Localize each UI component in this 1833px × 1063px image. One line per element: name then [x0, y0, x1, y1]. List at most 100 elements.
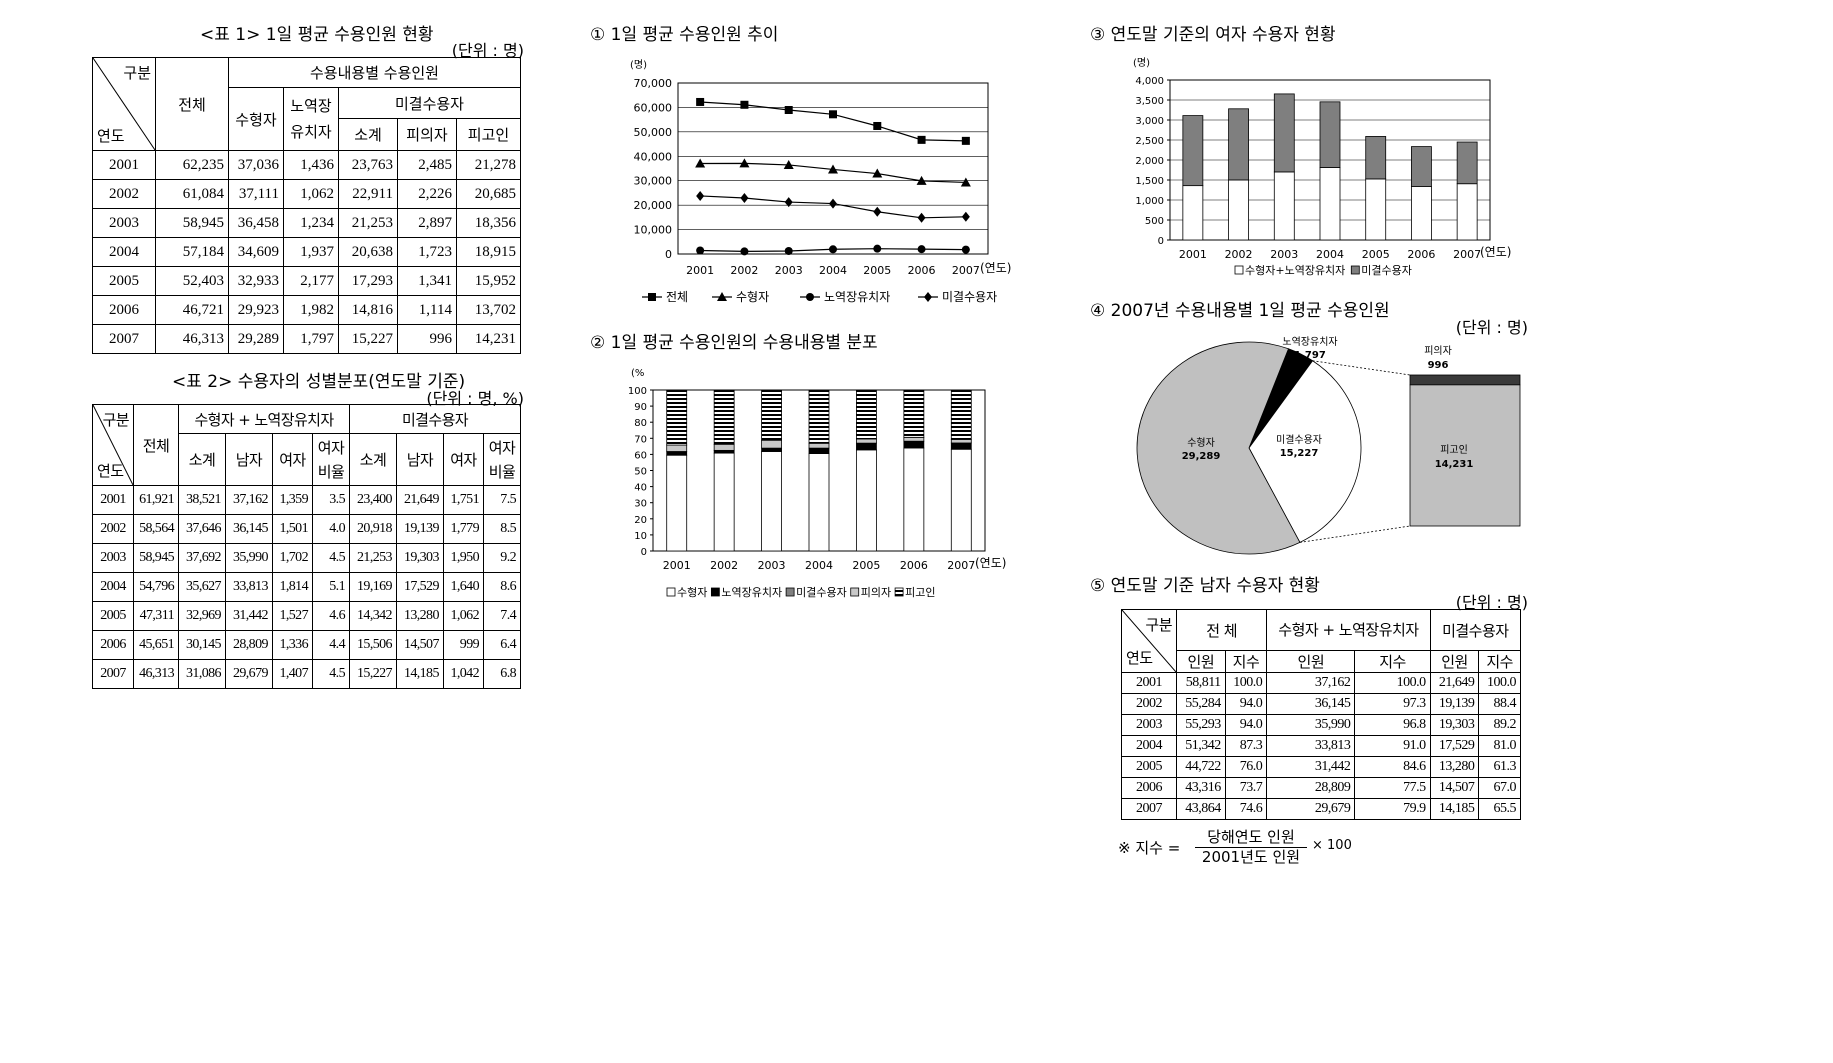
bar-segment: [1319, 101, 1341, 168]
table-cell: 13,280: [1429, 756, 1480, 778]
legend-marker: [806, 293, 814, 301]
table5-unit: (단위 : 명): [1455, 593, 1528, 612]
chart4-title: ④ 2007년 수용내용별 1일 평균 수용인원: [1090, 301, 1390, 321]
data-point: [872, 168, 883, 178]
table-cell: 14,342: [348, 601, 397, 631]
table-row: 2006 43,316 73.7 28,809 77.5 14,507 67.0: [1121, 777, 1521, 799]
table-cell: 1,950: [442, 543, 485, 573]
y-tick-label: 2,000: [1135, 156, 1164, 167]
y-tick-label: 500: [1145, 216, 1164, 227]
table-cell: 20,685: [456, 179, 521, 209]
table-cell: 1,501: [271, 514, 313, 544]
x-tick-label: 2002: [1225, 248, 1253, 261]
table-cell: 15,952: [456, 266, 521, 296]
table-cell: 76.0: [1224, 756, 1268, 778]
table-cell: 19,169: [348, 572, 397, 602]
row-year: 2005: [92, 601, 134, 631]
table-cell: 1,407: [271, 659, 313, 689]
table2-hdr-group2: 미결수용자: [348, 404, 522, 434]
table-cell: 91.0: [1354, 735, 1431, 757]
table-cell: 94.0: [1224, 693, 1268, 715]
table-cell: 84.6: [1354, 756, 1431, 778]
data-point: [960, 177, 971, 187]
table-cell: 1,640: [442, 572, 485, 602]
table-cell: 15,227: [338, 324, 398, 354]
row-year: 2007: [1121, 798, 1177, 820]
data-point: [696, 190, 705, 201]
data-point: [739, 158, 750, 168]
row-year: 2001: [92, 150, 156, 180]
table-cell: 74.6: [1224, 798, 1268, 820]
row-year: 2003: [92, 208, 156, 238]
table-cell: 15,506: [348, 630, 397, 660]
table-cell: 1,751: [442, 485, 485, 515]
x-tick-label: 2007: [952, 264, 980, 277]
table-cell: 37,162: [224, 485, 273, 515]
y-tick-label: 20: [634, 515, 647, 526]
connector-line: [1299, 525, 1411, 543]
table-cell: 97.3: [1354, 693, 1431, 715]
breakdown-value: 996: [1428, 360, 1449, 371]
table-cell: 43,316: [1176, 777, 1226, 799]
table2-hdr-female: 여자: [271, 433, 313, 486]
bar-segment: [808, 453, 830, 552]
table-cell: 58,811: [1176, 672, 1226, 694]
bar-segment: [1365, 178, 1387, 241]
bar-segment: [950, 389, 972, 440]
breakdown-value: 14,231: [1435, 459, 1474, 470]
legend-swatch: [1234, 265, 1244, 275]
table-cell: 1,234: [283, 208, 339, 238]
chart1-line-chart: 0 10,000 20,000 30,000 40,000 50,000 60,000 70,…: [630, 59, 1011, 304]
table-cell: 15,227: [348, 659, 397, 689]
table-cell: 35,627: [178, 572, 226, 602]
x-tick-label: 2003: [758, 559, 786, 572]
legend-label: 노역장유치자: [824, 290, 890, 304]
y-axis-label: (명): [630, 59, 647, 71]
y-tick-label: 1,500: [1135, 176, 1164, 187]
table-cell: 19,303: [1429, 714, 1480, 736]
table1-hdr-group: 수용내용별 수용인원: [228, 57, 521, 88]
x-axis-label: (연도): [975, 556, 1006, 570]
table-row: 2005 47,311 32,969 31,442 1,527 4.6 14,342 13,2…: [92, 601, 521, 631]
y-tick-label: 70,000: [634, 77, 673, 90]
row-year: 2006: [1121, 777, 1177, 799]
x-tick-label: 2005: [863, 264, 891, 277]
table-cell: 14,185: [395, 659, 444, 689]
table-cell: 23,400: [348, 485, 397, 515]
table2-hdr-male: 남자: [224, 433, 273, 486]
table-cell: 35,990: [224, 543, 273, 573]
legend-label: 피의자: [861, 586, 891, 599]
pie-slice: [1136, 341, 1301, 555]
table-row: 2003 58,945 37,692 35,990 1,702 4.5 21,253 19,3…: [92, 543, 521, 573]
x-tick-label: 2004: [1316, 248, 1344, 261]
breakdown-segment: [1409, 384, 1521, 527]
table-cell: 35,990: [1266, 714, 1356, 736]
bar-segment: [713, 444, 735, 451]
table-cell: 1,937: [283, 237, 339, 267]
table-cell: 94.0: [1224, 714, 1268, 736]
table-cell: 20,918: [348, 514, 397, 544]
table-cell: 58,564: [133, 514, 179, 544]
x-tick-label: 2003: [775, 264, 803, 277]
row-year: 2002: [92, 514, 134, 544]
bar-segment: [903, 440, 925, 449]
y-tick-label: 80: [634, 418, 647, 429]
table-row: 2002 61,084 37,111 1,062 22,911 2,226 20,685: [92, 179, 521, 209]
table-cell: 2,177: [283, 266, 339, 296]
table-cell: 6.8: [483, 659, 521, 689]
data-point: [961, 245, 970, 254]
data-point: [917, 135, 926, 144]
bar-segment: [713, 449, 735, 454]
x-tick-label: 2005: [1362, 248, 1390, 261]
table-cell: 58,945: [155, 208, 229, 238]
data-point: [961, 136, 970, 145]
table-cell: 4.5: [311, 543, 350, 573]
data-point: [829, 198, 837, 209]
slice-value: 29,289: [1182, 451, 1221, 462]
bar-segment: [1411, 186, 1432, 241]
legend-label: 미결수용자: [1361, 264, 1412, 277]
table-row: 2003 58,945 36,458 1,234 21,253 2,897 18,356: [92, 208, 521, 238]
table-cell: 21,649: [395, 485, 444, 515]
data-point: [740, 100, 749, 109]
table-cell: 29,289: [228, 324, 284, 354]
